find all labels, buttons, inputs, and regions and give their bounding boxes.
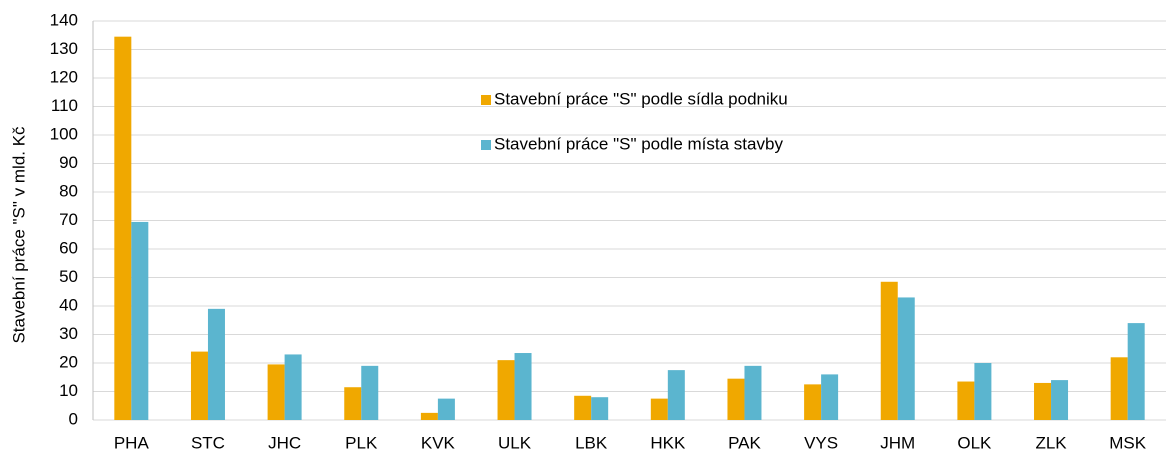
x-tick-label: HKK [650,433,686,452]
bar [744,365,762,420]
bar [821,374,839,420]
bar [420,412,438,420]
x-tick-label: LBK [575,433,608,452]
x-tick-label: VYS [804,433,838,452]
bar [667,370,685,420]
bar [114,36,132,421]
bar [497,360,515,420]
bar [131,221,149,420]
bar [880,281,898,420]
y-axis-title: Stavební práce "S" v mld. Kč [9,126,28,344]
x-tick-label: PAK [728,433,761,452]
y-tick-label: 130 [50,39,78,58]
y-tick-label: 40 [59,295,78,314]
legend-swatch [481,140,491,150]
bar [284,354,302,420]
bar [727,378,745,420]
x-tick-label: JHM [880,433,915,452]
y-tick-label: 50 [59,267,78,286]
bar [591,397,609,420]
bar [207,308,225,420]
bar [437,398,455,420]
y-tick-label: 110 [51,96,78,115]
x-tick-label: OLK [957,433,992,452]
x-tick-label: JHC [268,433,301,452]
bar [344,387,362,420]
bar [804,384,822,420]
bar [574,395,592,420]
bar [897,297,915,420]
y-tick-label: 30 [59,324,78,343]
y-tick-label: 20 [59,352,78,371]
y-tick-label: 90 [59,153,78,172]
y-tick-label: 10 [59,381,78,400]
bar [361,365,379,420]
y-tick-label: 60 [59,238,78,257]
x-tick-label: STC [191,433,225,452]
legend-label: Stavební práce "S" podle místa stavby [494,134,783,153]
y-tick-label: 80 [59,181,78,200]
bar [514,353,532,420]
x-tick-label: KVK [421,433,456,452]
bar [267,364,285,420]
bar [1127,323,1145,420]
legend-swatch [481,95,491,105]
y-tick-label: 120 [50,67,78,86]
x-tick-label: ZLK [1035,433,1067,452]
x-tick-label: PHA [114,433,150,452]
y-tick-label: 0 [69,409,78,428]
bar [1034,382,1052,420]
y-tick-label: 140 [50,10,78,29]
x-tick-label: PLK [345,433,378,452]
y-tick-label: 70 [59,210,78,229]
bar [957,381,975,420]
bar [1051,380,1069,420]
legend-label: Stavební práce "S" podle sídla podniku [494,89,788,108]
bar [650,398,668,420]
bar [190,351,208,420]
bar [974,363,992,420]
x-tick-label: MSK [1109,433,1147,452]
bar [1110,357,1128,420]
y-tick-label: 100 [50,124,78,143]
x-tick-label: ULK [498,433,532,452]
